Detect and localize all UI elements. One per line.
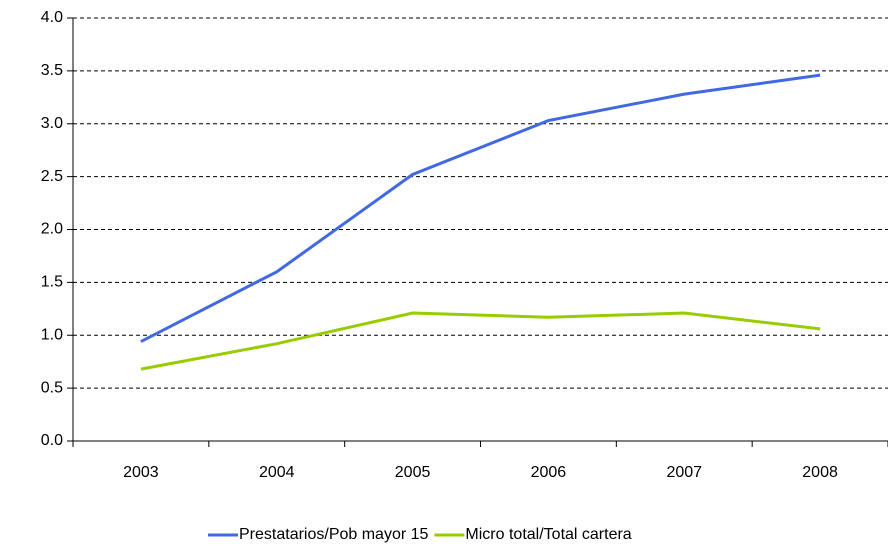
x-tick-label: 2008 xyxy=(802,464,838,481)
y-tick-label: 2.0 xyxy=(41,221,63,238)
x-tick-label: 2003 xyxy=(123,464,159,481)
y-tick-label: 0.0 xyxy=(41,432,63,449)
legend-label: Micro total/Total cartera xyxy=(465,526,631,543)
y-tick-label: 3.5 xyxy=(41,62,63,79)
line-series xyxy=(140,73,821,343)
y-tick-label: 0.5 xyxy=(41,379,63,396)
x-tick-label: 2007 xyxy=(666,464,702,481)
x-tick-label: 2004 xyxy=(259,464,295,481)
line-series xyxy=(140,311,821,371)
x-tick-label: 2005 xyxy=(395,464,431,481)
y-tick-label: 1.0 xyxy=(41,326,63,343)
legend-label: Prestatarios/Pob mayor 15 xyxy=(239,526,429,543)
y-tick-label: 2.5 xyxy=(41,168,63,185)
y-tick-label: 3.0 xyxy=(41,115,63,132)
y-tick-label: 1.5 xyxy=(41,274,63,291)
x-tick-label: 2006 xyxy=(531,464,567,481)
y-tick-label: 4.0 xyxy=(41,9,63,26)
